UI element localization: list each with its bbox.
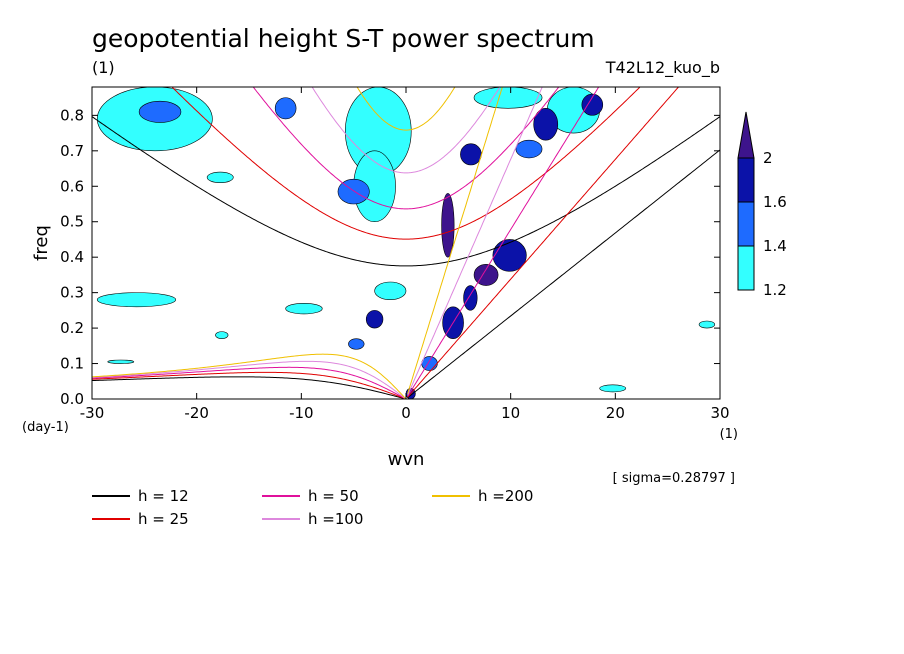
rossby-curve: [92, 360, 407, 399]
legend-label: h =200: [478, 487, 533, 505]
power-region: [274, 97, 297, 120]
x-tick-label: -30: [80, 404, 105, 422]
power-region: [96, 292, 177, 308]
colorbar-arrow: [737, 111, 755, 159]
y-tick-label: 0.7: [60, 142, 84, 160]
kelvin-curve: [407, 87, 600, 397]
power-region: [473, 263, 499, 286]
power-region: [138, 100, 182, 123]
power-region: [533, 107, 559, 141]
power-region: [473, 87, 543, 109]
power-region: [441, 193, 455, 258]
kelvin-curve: [407, 87, 543, 396]
y-tick-label: 0.0: [60, 390, 84, 408]
power-region: [463, 285, 478, 311]
gravity-curve: [171, 87, 641, 240]
colorbar-box: [737, 157, 755, 203]
kelvin-curve: [407, 87, 503, 395]
power-region: [365, 310, 384, 329]
power-region: [599, 384, 627, 393]
run-label: T42L12_kuo_b: [605, 58, 720, 78]
x-unit-label: (1): [720, 427, 738, 442]
chart-subtitle: (1): [92, 58, 115, 77]
y-tick-label: 0.8: [60, 106, 84, 124]
colorbar-label: 1.6: [763, 193, 787, 211]
x-tick-label: 10: [501, 404, 520, 422]
power-region: [492, 239, 527, 272]
rossby-curve: [92, 366, 407, 399]
kelvin-curve: [407, 87, 680, 398]
x-tick-label: -20: [184, 404, 209, 422]
x-axis-label: wvn: [388, 449, 425, 470]
axis-ticks: -30 -20 -10 0 10 20 30 0.0 0.1 0.2 0.3 0.4 0.5 0.6 0.7…: [60, 87, 730, 422]
y-tick-label: 0.6: [60, 177, 84, 195]
y-tick-label: 0.2: [60, 319, 84, 337]
curve-legend: h = 12 h = 25 h = 50 h =100 h =200: [92, 487, 533, 528]
power-region: [698, 320, 716, 329]
power-region: [215, 331, 229, 340]
colorbar: 2 1.6 1.4 1.2: [737, 111, 787, 299]
y-tick-label: 0.1: [60, 355, 84, 373]
power-region: [348, 338, 365, 350]
power-contours: [96, 87, 716, 399]
power-region: [206, 171, 234, 184]
x-tick-label: 20: [606, 404, 625, 422]
x-tick-label: 0: [401, 404, 411, 422]
x-tick-label: -10: [289, 404, 314, 422]
power-region: [460, 143, 482, 166]
legend-label: h = 25: [138, 510, 189, 528]
colorbar-label: 1.2: [763, 281, 787, 299]
sigma-note: [ sigma=0.28797 ]: [613, 471, 735, 486]
power-region: [515, 139, 543, 159]
legend-label: h = 50: [308, 487, 359, 505]
chart-title: geopotential height S-T power spectrum: [92, 24, 595, 53]
legend-label: h = 12: [138, 487, 189, 505]
rossby-curve: [92, 353, 407, 399]
y-tick-label: 0.3: [60, 284, 84, 302]
rossby-curve: [92, 371, 407, 399]
power-region: [285, 302, 323, 315]
y-unit-label: (day-1): [22, 420, 69, 435]
colorbar-box: [737, 245, 755, 291]
y-axis-label: freq: [31, 225, 52, 261]
colorbar-label: 2: [763, 149, 773, 167]
power-region: [581, 93, 604, 116]
power-region: [107, 359, 135, 364]
y-tick-label: 0.5: [60, 213, 84, 231]
gravity-curve: [311, 87, 501, 174]
kelvin-curve: [407, 149, 720, 399]
gravity-curve: [92, 116, 720, 267]
y-tick-label: 0.4: [60, 248, 84, 266]
gravity-curve: [252, 87, 560, 210]
gravity-curve: [356, 87, 456, 131]
colorbar-label: 1.4: [763, 237, 787, 255]
legend-label: h =100: [308, 510, 363, 528]
x-tick-label: 30: [710, 404, 729, 422]
dispersion-curves: [92, 87, 720, 399]
rossby-curve: [92, 376, 407, 399]
power-region: [374, 281, 407, 301]
colorbar-box: [737, 201, 755, 247]
